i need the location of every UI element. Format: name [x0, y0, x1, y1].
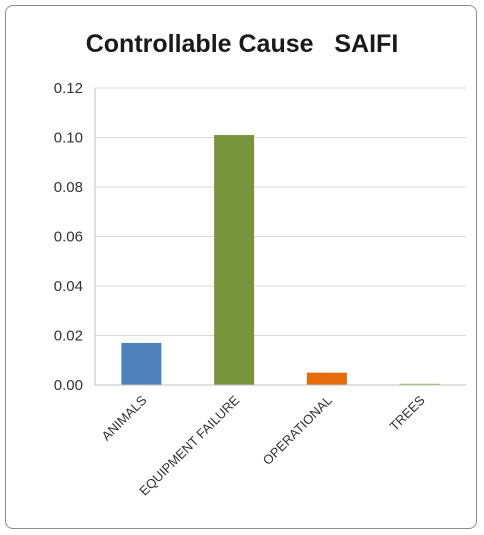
y-tick-label: 0.10	[54, 130, 83, 147]
y-tick-label: 0.02	[54, 328, 83, 345]
bar-animals	[121, 342, 162, 385]
y-tick-label: 0.08	[54, 179, 83, 196]
bars	[121, 135, 440, 385]
x-category-label: OPERATIONAL	[260, 393, 335, 468]
gridlines	[95, 87, 466, 336]
x-category-label: EQUIPMENT FAILURE	[136, 392, 242, 498]
bar-equipment-failure	[214, 135, 255, 385]
y-tick-label: 0.04	[54, 278, 83, 295]
y-tick-label: 0.06	[54, 229, 83, 246]
y-axis-ticks: 0.00 0.02 0.04 0.06 0.08 0.10 0.12	[54, 80, 83, 394]
y-tick-label: 0.00	[54, 377, 83, 394]
y-tick-label: 0.12	[54, 80, 83, 97]
chart-title: Controllable Cause SAIFI	[85, 30, 399, 58]
x-category-label: TREES	[386, 392, 427, 433]
bar-trees	[399, 383, 440, 385]
x-category-label: ANIMALS	[99, 392, 150, 443]
bar-operational	[306, 372, 347, 385]
